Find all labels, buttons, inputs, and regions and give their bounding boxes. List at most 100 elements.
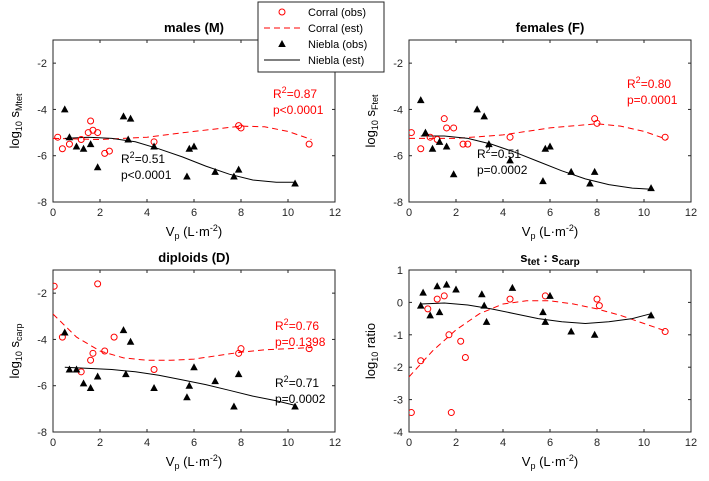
niebla-p-text: p=0.0002	[275, 392, 326, 406]
x-tick-label: 8	[238, 207, 244, 219]
x-tick-label: 10	[638, 207, 650, 219]
niebla-obs-point	[416, 96, 425, 104]
y-tick-label: -4	[37, 104, 47, 116]
niebla-obs-point	[480, 301, 488, 309]
corral-obs-point	[459, 140, 467, 148]
x-tick-label: 2	[453, 437, 459, 449]
corral-obs-point	[593, 119, 601, 127]
y-tick-label: -2	[393, 362, 403, 374]
niebla-obs-point	[482, 317, 491, 325]
x-tick-label: 8	[594, 437, 600, 449]
niebla-obs-point	[93, 163, 102, 171]
plot-area	[53, 105, 313, 187]
x-tick-label: 4	[144, 207, 150, 219]
x-tick-label: 8	[238, 437, 244, 449]
corral-obs-point	[506, 295, 514, 303]
corral-obs-point	[150, 366, 158, 374]
niebla-obs-point	[185, 381, 194, 389]
corral-obs-point	[661, 328, 669, 336]
corral-obs-point	[440, 115, 448, 123]
niebla-obs-point	[428, 144, 437, 152]
niebla-obs-point	[541, 144, 550, 152]
y-tick-label: -4	[393, 427, 403, 439]
niebla-obs-point	[539, 308, 547, 316]
x-tick-label: 2	[97, 207, 103, 219]
niebla-obs-point	[230, 172, 238, 180]
x-tick-label: 12	[329, 437, 341, 449]
x-tick-label: 12	[685, 207, 697, 219]
legend-label: Corral (est)	[308, 23, 363, 35]
y-axis-label: log10 ratio	[363, 323, 380, 379]
niebla-obs-point	[442, 142, 451, 150]
x-tick-label: 10	[282, 437, 294, 449]
niebla-obs-point	[541, 317, 550, 325]
niebla-obs-point	[508, 283, 517, 291]
corral-obs-point	[54, 133, 62, 141]
niebla-obs-point	[183, 393, 191, 401]
niebla-r2-text: R2=0.51	[121, 150, 165, 166]
niebla-p-text: p<0.0001	[121, 168, 172, 182]
y-axis-label: log10 sFtet	[363, 94, 380, 148]
corral-r2-text: R2=0.76	[275, 317, 319, 333]
niebla-obs-point	[586, 179, 594, 187]
niebla-obs-point	[426, 311, 434, 319]
corral-obs-point	[424, 305, 432, 313]
x-tick-label: 12	[685, 437, 697, 449]
corral-obs-point	[417, 357, 425, 365]
panel-3: 0 2 4 6 8 10 12 -8 -6 -4 -2 diploids (D) log10 scarp…	[7, 250, 341, 471]
plot-area	[53, 280, 313, 410]
corral-obs-point	[110, 333, 118, 341]
niebla-obs-point	[485, 140, 493, 148]
y-tick-label: -8	[393, 197, 403, 209]
corral-obs-point	[87, 356, 95, 364]
corral-obs-point	[94, 280, 102, 288]
x-tick-label: 4	[500, 437, 506, 449]
legend-label: Corral (obs)	[308, 7, 366, 19]
corral-obs-point	[445, 331, 453, 339]
x-tick-label: 6	[191, 437, 197, 449]
niebla-obs-point	[546, 142, 554, 150]
x-tick-label: 8	[594, 207, 600, 219]
legend-label: Niebla (obs)	[308, 39, 367, 51]
corral-obs-point	[89, 349, 97, 357]
niebla-obs-point	[539, 177, 547, 185]
x-tick-label: 10	[638, 437, 650, 449]
y-tick-label: -8	[37, 427, 47, 439]
x-axis-label: Vp (L·m-2)	[522, 223, 578, 241]
niebla-est-line	[420, 135, 652, 190]
corral-obs-point	[409, 409, 415, 417]
niebla-obs-point	[291, 402, 299, 410]
corral-obs-point	[94, 129, 102, 137]
y-tick-label: -4	[37, 334, 47, 346]
corral-obs-point	[433, 295, 441, 303]
legend-niebla-obs-marker	[278, 40, 286, 47]
corral-obs-point	[661, 133, 669, 141]
corral-obs-point	[440, 292, 448, 300]
niebla-obs-point	[452, 285, 460, 293]
niebla-obs-point	[473, 105, 481, 113]
niebla-obs-point	[435, 308, 444, 316]
x-tick-label: 0	[406, 437, 412, 449]
corral-obs-point	[457, 337, 465, 345]
corral-obs-point	[595, 302, 603, 310]
x-axis-label: Vp (L·m-2)	[522, 453, 578, 471]
niebla-obs-point	[79, 379, 88, 387]
x-axis-label: Vp (L·m-2)	[166, 453, 222, 471]
niebla-obs-point	[60, 105, 69, 113]
niebla-obs-point	[86, 140, 95, 148]
panel-title: males (M)	[164, 20, 224, 35]
corral-obs-point	[105, 147, 113, 155]
niebla-p-text: p=0.0002	[477, 163, 528, 177]
niebla-obs-point	[478, 290, 486, 298]
niebla-r2-text: R2=0.71	[275, 374, 319, 390]
niebla-obs-point	[190, 142, 198, 150]
niebla-obs-point	[211, 377, 219, 385]
niebla-obs-point	[433, 282, 441, 290]
corral-obs-point	[443, 124, 451, 132]
corral-obs-point	[593, 295, 601, 303]
corral-obs-point	[417, 145, 425, 153]
corral-obs-point	[426, 133, 434, 141]
corral-est-line	[53, 313, 312, 361]
niebla-obs-point	[65, 133, 74, 141]
